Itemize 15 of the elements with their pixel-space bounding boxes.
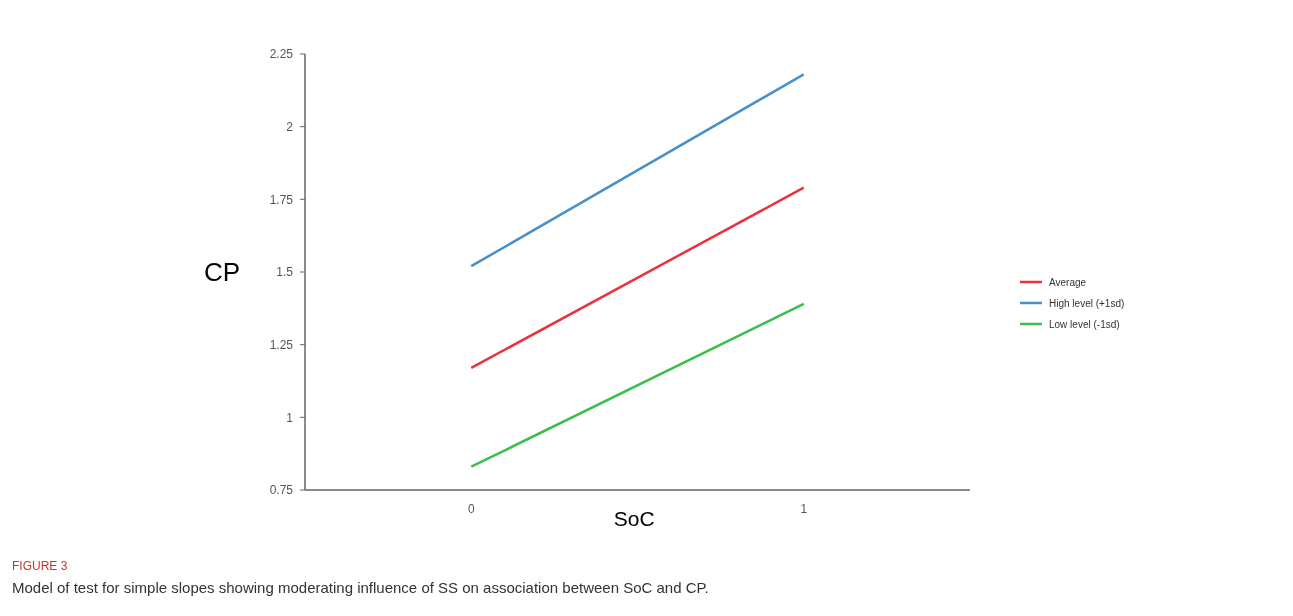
- x-axis-title: SoC: [613, 507, 655, 530]
- y-tick-label: 2.25: [269, 47, 294, 62]
- caption: FIGURE 3: [12, 559, 68, 573]
- legend-label: Low level (-1sd): [1049, 318, 1120, 330]
- y-tick-label: 1.25: [269, 337, 294, 352]
- y-tick-label: 1: [286, 410, 294, 425]
- legend-label: High level (+1sd): [1049, 297, 1125, 309]
- y-tick-label: 1.75: [269, 192, 294, 207]
- legend-label: Average: [1049, 276, 1087, 288]
- y-tick-label: 2: [286, 119, 294, 134]
- y-axis-title: CP: [203, 257, 241, 288]
- x-tick-label: 0: [467, 502, 475, 516]
- text: Model of test for simple slopes showing moderating influence of SS on association between SoC and CP.: [12, 579, 709, 596]
- y-tick-label: 0.75: [269, 483, 294, 498]
- y-tick-label: 1.5: [276, 265, 294, 280]
